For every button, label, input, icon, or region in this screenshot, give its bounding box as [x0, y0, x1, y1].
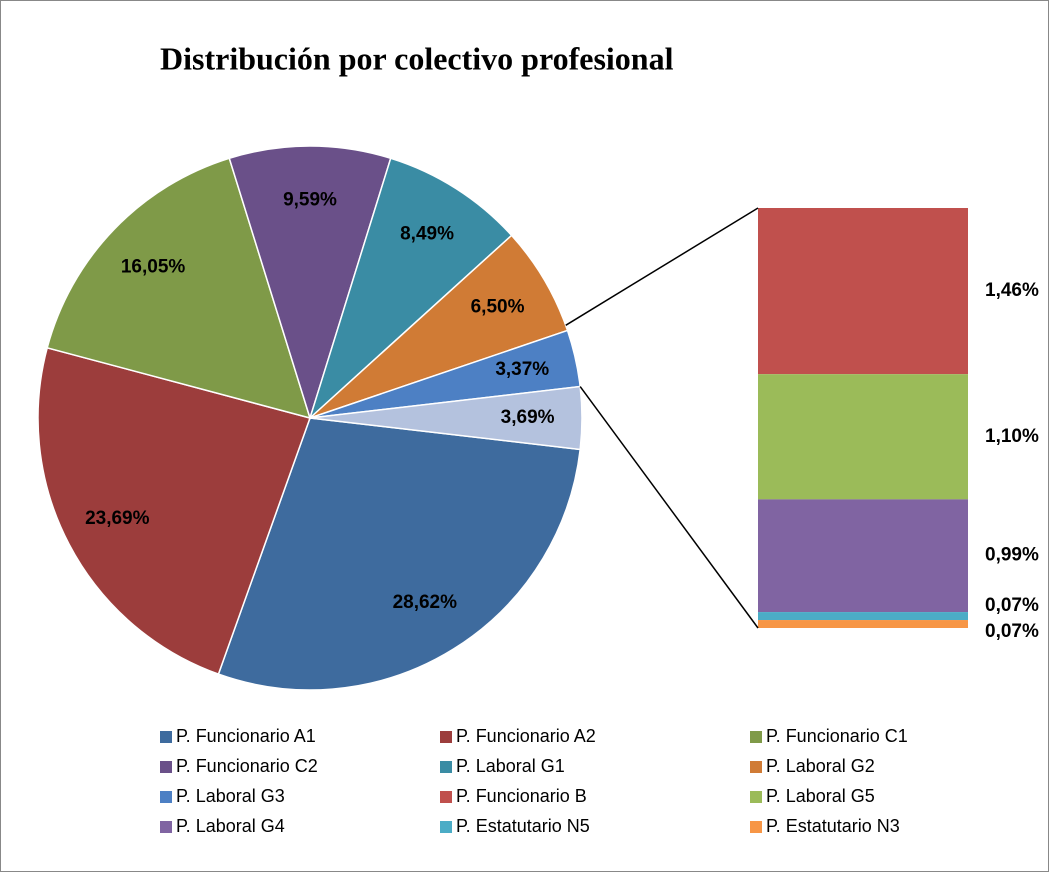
data-label: 0,99%: [985, 545, 1039, 566]
legend-swatch: [750, 821, 762, 833]
data-label: 9,59%: [283, 189, 337, 210]
legend-swatch: [750, 731, 762, 743]
pie-slice: [37, 346, 311, 676]
data-label: 3,37%: [495, 359, 549, 380]
legend-swatch: [440, 761, 452, 773]
data-label: 3,69%: [501, 407, 555, 428]
legend-label: P. Laboral G2: [766, 756, 875, 776]
legend-label: P. Funcionario B: [456, 786, 587, 806]
legend-label: P. Laboral G5: [766, 786, 875, 806]
legend-label: P. Laboral G1: [456, 756, 565, 776]
data-label: 1,10%: [985, 426, 1039, 447]
pie-slice: [228, 145, 392, 421]
legend-label: P. Laboral G3: [176, 786, 285, 806]
bar-segment: [758, 208, 968, 375]
data-label: 6,50%: [471, 297, 525, 318]
legend-label: P. Funcionario C2: [176, 756, 318, 776]
chart-title: Distribución por colectivo profesional: [160, 40, 674, 76]
bar-segment: [758, 499, 968, 613]
legend-swatch: [750, 761, 762, 773]
bar-segment: [758, 374, 968, 500]
pie-slice: [309, 234, 569, 419]
data-label: 16,05%: [121, 256, 186, 277]
legend-label: P. Funcionario A2: [456, 726, 596, 746]
legend-label: P. Estatutario N3: [766, 816, 900, 836]
pie-slice: [46, 157, 312, 420]
legend-swatch: [160, 821, 172, 833]
legend-label: P. Estatutario N5: [456, 816, 590, 836]
data-label: 0,07%: [985, 595, 1039, 616]
legend-swatch: [160, 791, 172, 803]
legend-swatch: [440, 821, 452, 833]
legend-swatch: [750, 791, 762, 803]
data-label: 28,62%: [393, 592, 458, 613]
data-label: 0,07%: [985, 621, 1039, 642]
legend-swatch: [440, 791, 452, 803]
bar-segment: [758, 612, 968, 621]
data-label: 1,46%: [985, 280, 1039, 301]
data-label: 23,69%: [85, 508, 150, 529]
legend-label: P. Funcionario A1: [176, 726, 316, 746]
legend-swatch: [160, 761, 172, 773]
pie-slice: [308, 157, 513, 421]
bar-segment: [758, 620, 968, 628]
legend-swatch: [160, 731, 172, 743]
pie-slice: [217, 417, 582, 691]
data-label: 8,49%: [400, 224, 454, 245]
connector-line: [579, 386, 759, 629]
legend-label: P. Laboral G4: [176, 816, 285, 836]
legend-swatch: [440, 731, 452, 743]
connector-line: [565, 207, 759, 326]
legend-label: P. Funcionario C1: [766, 726, 908, 746]
